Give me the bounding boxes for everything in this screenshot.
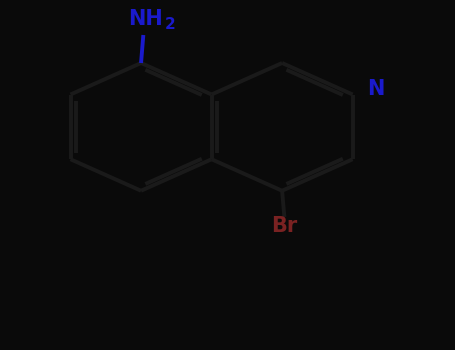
Text: NH: NH <box>128 9 163 29</box>
Text: Br: Br <box>271 216 298 236</box>
Text: N: N <box>367 79 384 99</box>
Text: 2: 2 <box>165 17 176 32</box>
